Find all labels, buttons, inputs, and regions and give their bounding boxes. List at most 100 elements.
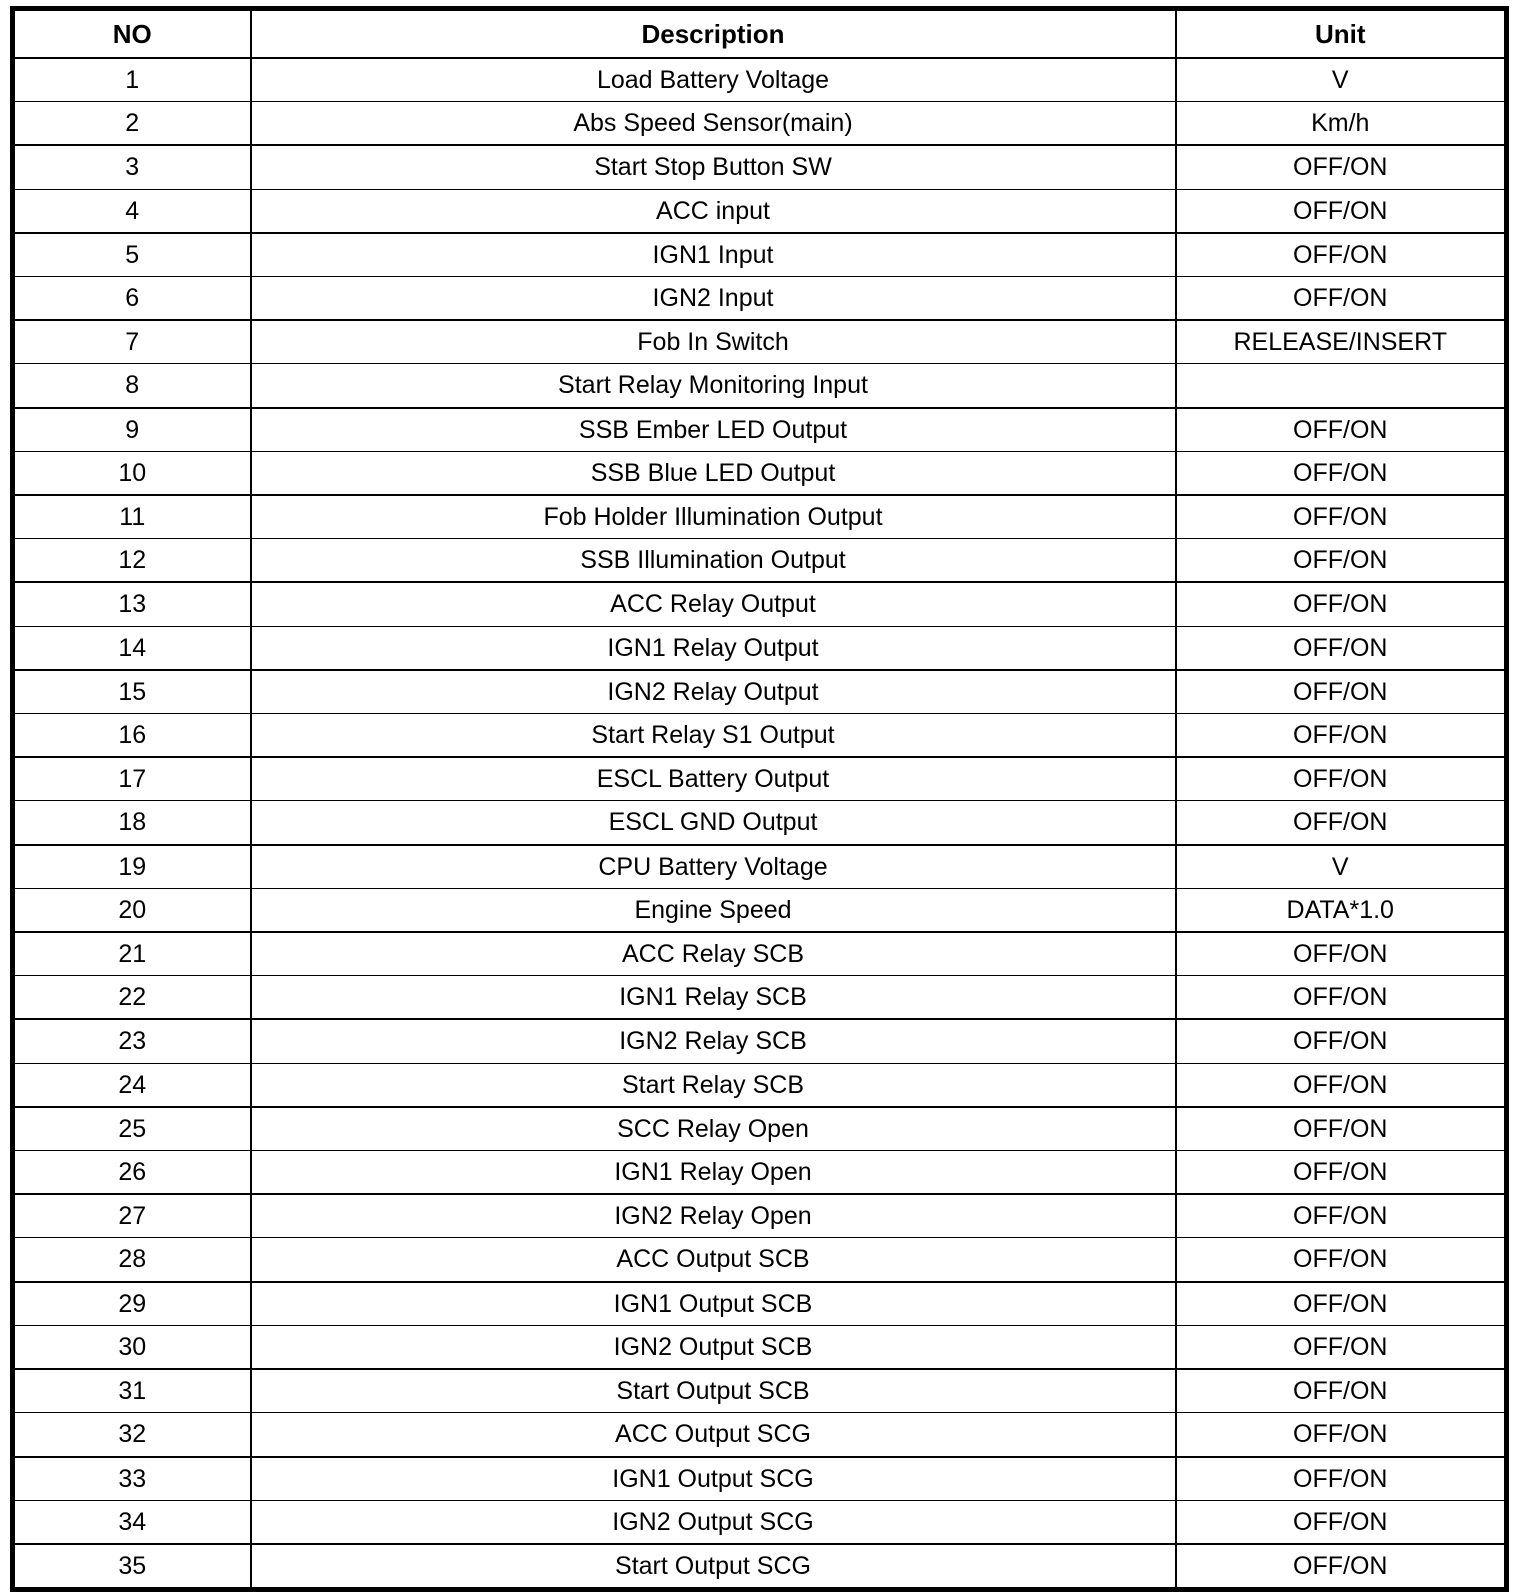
cell-description: Abs Speed Sensor(main)	[249, 101, 1177, 147]
cell-unit: DATA*1.0	[1174, 887, 1507, 934]
table-row: 31 Start Output SCB OFF/ON	[12, 1368, 1507, 1414]
cell-no: 17	[12, 756, 252, 802]
cell-description: ESCL GND Output	[249, 800, 1177, 846]
cell-no: 18	[12, 800, 252, 846]
cell-unit: OFF/ON	[1174, 669, 1507, 715]
cell-no: 26	[12, 1150, 252, 1196]
cell-unit: OFF/ON	[1174, 1062, 1507, 1108]
cell-unit: Km/h	[1174, 101, 1507, 147]
cell-description: Start Relay SCB	[249, 1062, 1177, 1108]
cell-no: 24	[12, 1062, 252, 1108]
column-header-description: Description	[249, 8, 1177, 59]
table-row: 17 ESCL Battery Output OFF/ON	[12, 756, 1507, 802]
cell-unit: OFF/ON	[1174, 625, 1507, 671]
cell-description: SSB Ember LED Output	[249, 407, 1177, 452]
table-body: 1 Load Battery Voltage V 2 Abs Speed Sensor(…	[12, 57, 1507, 1590]
cell-no: 10	[12, 450, 252, 497]
cell-no: 6	[12, 276, 252, 322]
signal-spec-table: NO Description Unit 1 Load Battery Voltag…	[10, 6, 1509, 1592]
cell-description: Start Stop Button SW	[249, 144, 1177, 190]
cell-no: 29	[12, 1281, 252, 1326]
cell-description: IGN2 Relay Output	[249, 669, 1177, 715]
cell-unit: OFF/ON	[1174, 581, 1507, 627]
cell-no: 23	[12, 1018, 252, 1064]
cell-description: IGN1 Output SCG	[249, 1456, 1177, 1501]
table-row: 11 Fob Holder Illumination Output OFF/ON	[12, 494, 1507, 540]
table-row: 26 IGN1 Relay Open OFF/ON	[12, 1150, 1507, 1196]
cell-unit: OFF/ON	[1174, 1324, 1507, 1371]
cell-unit: OFF/ON	[1174, 931, 1507, 977]
cell-no: 28	[12, 1237, 252, 1283]
cell-unit: OFF/ON	[1174, 1106, 1507, 1152]
cell-description: IGN1 Relay Output	[249, 625, 1177, 671]
cell-unit: OFF/ON	[1174, 407, 1507, 452]
cell-no: 15	[12, 669, 252, 715]
table-row: 12 SSB Illumination Output OFF/ON	[12, 538, 1507, 584]
table-row: 3 Start Stop Button SW OFF/ON	[12, 144, 1507, 190]
cell-description: Load Battery Voltage	[249, 57, 1177, 103]
cell-no: 30	[12, 1324, 252, 1371]
table-row: 34 IGN2 Output SCG OFF/ON	[12, 1499, 1507, 1545]
cell-unit	[1174, 363, 1507, 409]
cell-unit: OFF/ON	[1174, 756, 1507, 802]
cell-unit: OFF/ON	[1174, 144, 1507, 190]
cell-unit: OFF/ON	[1174, 1412, 1507, 1458]
cell-unit: OFF/ON	[1174, 1018, 1507, 1064]
cell-unit: OFF/ON	[1174, 538, 1507, 584]
cell-description: IGN1 Output SCB	[249, 1281, 1177, 1326]
cell-description: IGN2 Input	[249, 276, 1177, 322]
cell-unit: OFF/ON	[1174, 1543, 1507, 1590]
cell-description: CPU Battery Voltage	[249, 844, 1177, 889]
table-row: 35 Start Output SCG OFF/ON	[12, 1543, 1507, 1590]
table-row: 10 SSB Blue LED Output OFF/ON	[12, 450, 1507, 497]
cell-no: 7	[12, 319, 252, 365]
cell-no: 11	[12, 494, 252, 540]
cell-unit: OFF/ON	[1174, 188, 1507, 234]
cell-description: ACC Relay Output	[249, 581, 1177, 627]
cell-description: ESCL Battery Output	[249, 756, 1177, 802]
table-row: 30 IGN2 Output SCB OFF/ON	[12, 1324, 1507, 1371]
cell-no: 9	[12, 407, 252, 452]
cell-unit: OFF/ON	[1174, 450, 1507, 497]
cell-description: IGN2 Relay SCB	[249, 1018, 1177, 1064]
cell-unit: OFF/ON	[1174, 1281, 1507, 1326]
cell-description: Start Relay S1 Output	[249, 713, 1177, 759]
cell-description: SSB Illumination Output	[249, 538, 1177, 584]
cell-description: ACC Output SCB	[249, 1237, 1177, 1283]
table-row: 2 Abs Speed Sensor(main) Km/h	[12, 101, 1507, 147]
table-row: 24 Start Relay SCB OFF/ON	[12, 1062, 1507, 1108]
cell-description: Start Output SCB	[249, 1368, 1177, 1414]
table-row: 6 IGN2 Input OFF/ON	[12, 276, 1507, 322]
cell-no: 27	[12, 1193, 252, 1239]
table-row: 15 IGN2 Relay Output OFF/ON	[12, 669, 1507, 715]
cell-unit: OFF/ON	[1174, 276, 1507, 322]
table-row: 20 Engine Speed DATA*1.0	[12, 887, 1507, 934]
cell-no: 33	[12, 1456, 252, 1501]
table-row: 21 ACC Relay SCB OFF/ON	[12, 931, 1507, 977]
cell-no: 4	[12, 188, 252, 234]
cell-no: 32	[12, 1412, 252, 1458]
cell-description: Engine Speed	[249, 887, 1177, 934]
table-row: 14 IGN1 Relay Output OFF/ON	[12, 625, 1507, 671]
cell-description: IGN2 Output SCG	[249, 1499, 1177, 1545]
cell-description: ACC input	[249, 188, 1177, 234]
cell-no: 2	[12, 101, 252, 147]
cell-description: Fob In Switch	[249, 319, 1177, 365]
cell-no: 19	[12, 844, 252, 889]
cell-unit: OFF/ON	[1174, 1150, 1507, 1196]
cell-description: ACC Relay SCB	[249, 931, 1177, 977]
cell-unit: OFF/ON	[1174, 1368, 1507, 1414]
cell-description: IGN1 Relay Open	[249, 1150, 1177, 1196]
column-header-unit: Unit	[1174, 8, 1507, 59]
table-header: NO Description Unit	[12, 8, 1507, 59]
cell-description: IGN1 Relay SCB	[249, 975, 1177, 1021]
cell-unit: V	[1174, 57, 1507, 103]
cell-description: Start Relay Monitoring Input	[249, 363, 1177, 409]
cell-no: 8	[12, 363, 252, 409]
cell-description: ACC Output SCG	[249, 1412, 1177, 1458]
table-row: 29 IGN1 Output SCB OFF/ON	[12, 1281, 1507, 1326]
cell-unit: V	[1174, 844, 1507, 889]
table-row: 16 Start Relay S1 Output OFF/ON	[12, 713, 1507, 759]
cell-unit: OFF/ON	[1174, 1193, 1507, 1239]
cell-description: Fob Holder Illumination Output	[249, 494, 1177, 540]
